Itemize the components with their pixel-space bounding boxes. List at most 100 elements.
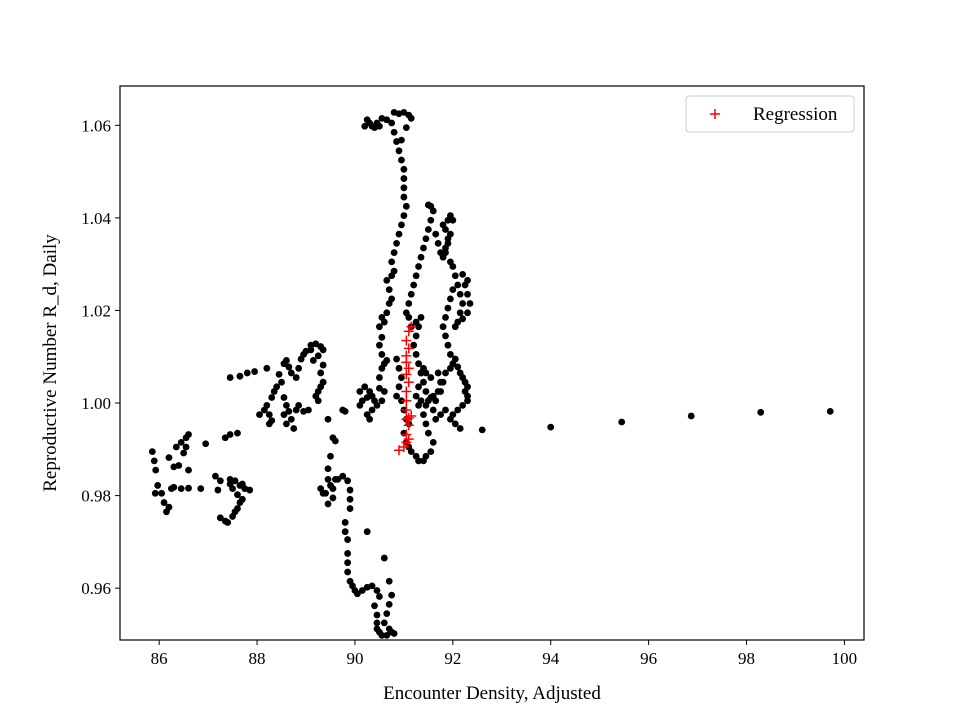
data-point bbox=[216, 477, 224, 485]
data-point bbox=[393, 392, 400, 400]
axis-ticks: 86 88 90 92 94 96 98 100 0.96 0.98 1.00 1.02 1.04 1.0… bbox=[81, 116, 857, 668]
data-point bbox=[361, 383, 369, 391]
data-point bbox=[432, 397, 440, 405]
data-point bbox=[378, 397, 386, 405]
data-point bbox=[390, 249, 398, 257]
data-point bbox=[446, 295, 454, 303]
data-point bbox=[380, 388, 388, 395]
data-point bbox=[177, 485, 185, 493]
data-point bbox=[434, 239, 442, 247]
data-point bbox=[151, 489, 159, 497]
data-point bbox=[422, 388, 430, 395]
data-point bbox=[442, 369, 449, 377]
data-point bbox=[439, 323, 447, 331]
data-point bbox=[280, 411, 288, 419]
data-point bbox=[280, 394, 288, 401]
data-point bbox=[243, 369, 251, 377]
data-point bbox=[383, 276, 391, 284]
x-tick-label: 100 bbox=[832, 649, 858, 668]
data-point bbox=[618, 418, 626, 426]
data-point bbox=[429, 438, 437, 446]
data-point bbox=[410, 341, 418, 349]
data-point bbox=[376, 384, 383, 392]
data-point bbox=[292, 374, 300, 381]
data-point bbox=[376, 323, 383, 331]
data-point bbox=[314, 352, 322, 360]
data-point bbox=[390, 128, 398, 136]
data-point bbox=[427, 448, 435, 456]
data-point bbox=[464, 276, 471, 284]
data-point bbox=[246, 486, 254, 494]
data-point bbox=[376, 374, 383, 381]
data-point bbox=[439, 378, 447, 386]
data-point bbox=[376, 341, 383, 349]
data-point bbox=[177, 438, 185, 446]
plot-area-frame bbox=[119, 85, 865, 641]
data-point bbox=[319, 361, 327, 369]
regression-point bbox=[401, 350, 412, 361]
legend-marker-regression bbox=[710, 109, 720, 119]
data-point bbox=[341, 407, 349, 415]
data-point bbox=[456, 425, 464, 432]
data-point bbox=[324, 415, 332, 423]
data-point bbox=[400, 212, 408, 219]
data-point bbox=[182, 443, 190, 451]
data-point bbox=[324, 500, 332, 508]
regression-point bbox=[403, 343, 414, 354]
data-point bbox=[263, 401, 271, 409]
data-point bbox=[373, 619, 381, 627]
data-point bbox=[319, 489, 327, 497]
data-point bbox=[307, 346, 315, 354]
regression-point bbox=[401, 429, 412, 440]
data-point bbox=[373, 611, 381, 619]
regression-point bbox=[403, 326, 414, 337]
data-point bbox=[451, 272, 459, 280]
data-point bbox=[393, 239, 400, 247]
data-point bbox=[339, 472, 347, 480]
data-point bbox=[427, 216, 435, 224]
data-point bbox=[175, 462, 183, 469]
data-point bbox=[420, 244, 427, 252]
data-point bbox=[393, 355, 400, 363]
data-point bbox=[251, 368, 259, 375]
data-point bbox=[422, 420, 430, 428]
data-point bbox=[368, 406, 376, 414]
data-point bbox=[442, 406, 449, 414]
data-point bbox=[238, 495, 246, 503]
data-point bbox=[420, 378, 427, 386]
data-point bbox=[287, 415, 295, 423]
legend: Regression bbox=[685, 95, 855, 133]
x-tick-label: 86 bbox=[151, 649, 168, 668]
data-point bbox=[422, 369, 430, 377]
data-point bbox=[344, 536, 352, 543]
data-point bbox=[358, 587, 366, 594]
data-point bbox=[407, 290, 415, 298]
data-point bbox=[398, 136, 405, 144]
data-point bbox=[309, 357, 317, 364]
data-point bbox=[417, 253, 425, 261]
data-point bbox=[466, 300, 474, 307]
data-point bbox=[327, 452, 334, 460]
data-point bbox=[256, 411, 263, 419]
data-point bbox=[283, 420, 290, 428]
data-point bbox=[434, 369, 442, 377]
data-point bbox=[388, 295, 396, 303]
x-tick-label: 90 bbox=[346, 649, 363, 668]
data-point bbox=[383, 309, 391, 317]
data-point bbox=[402, 202, 410, 210]
data-point bbox=[376, 593, 383, 600]
regression-point bbox=[403, 363, 414, 374]
x-tick-label: 94 bbox=[542, 649, 560, 668]
data-point bbox=[265, 411, 273, 419]
data-point bbox=[324, 465, 332, 473]
data-point bbox=[331, 437, 339, 445]
data-point bbox=[398, 221, 405, 229]
data-point bbox=[427, 202, 435, 210]
data-point bbox=[295, 401, 303, 409]
data-point bbox=[446, 230, 454, 238]
regression-point bbox=[401, 395, 412, 406]
data-point bbox=[459, 401, 467, 409]
data-point bbox=[429, 406, 437, 414]
data-point bbox=[363, 116, 371, 124]
data-point bbox=[287, 369, 295, 377]
